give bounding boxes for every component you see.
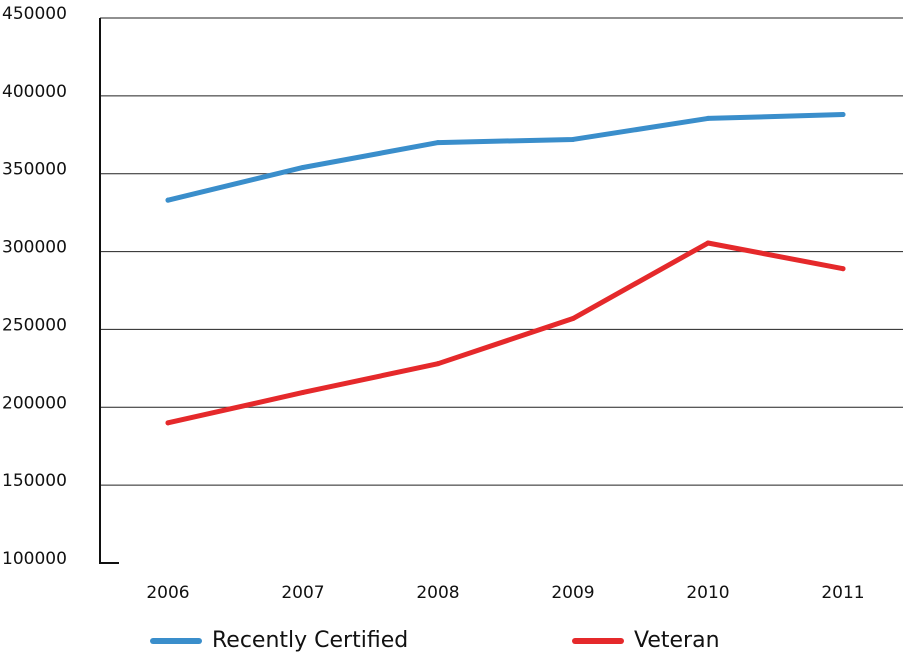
y-tick-label-100000: 100000 — [2, 549, 67, 569]
grid-lines — [100, 17, 903, 486]
data-point-recently-certified-2009 — [570, 136, 576, 142]
x-tick-label-2007: 2007 — [281, 583, 324, 600]
y-tick-label-200000: 200000 — [2, 393, 67, 413]
data-point-veteran-2010 — [705, 240, 711, 246]
y-tick-labels: 100000 150000 200000 250000 300000 350000 4000… — [2, 4, 67, 569]
data-point-recently-certified-2007 — [300, 164, 306, 170]
x-tick-label-2006: 2006 — [146, 583, 189, 600]
x-tick-label-2009: 2009 — [551, 583, 594, 600]
legend-label-recently-certified: Recently Certified — [212, 628, 409, 653]
x-tick-label-2010: 2010 — [686, 583, 729, 600]
data-point-recently-certified-2008 — [435, 140, 441, 146]
data-point-recently-certified-2010 — [705, 115, 711, 121]
data-point-veteran-2007 — [300, 389, 306, 395]
data-point-veteran-2006 — [165, 420, 171, 426]
legend-item-veteran: Veteran — [572, 628, 720, 653]
axes — [99, 18, 119, 564]
y-tick-label-400000: 400000 — [2, 82, 67, 102]
legend-item-recently-certified: Recently Certified — [150, 628, 408, 653]
series-line-recently-certified — [165, 112, 846, 203]
x-tick-labels: 2006 2007 2008 2009 2010 2011 — [146, 583, 864, 600]
legend-swatch-veteran — [572, 637, 624, 644]
data-point-recently-certified-2006 — [165, 197, 171, 203]
data-point-veteran-2011 — [840, 266, 846, 272]
y-tick-label-450000: 450000 — [2, 4, 67, 24]
series-line-veteran — [165, 240, 846, 426]
x-tick-label-2011: 2011 — [821, 583, 864, 600]
y-tick-label-250000: 250000 — [2, 315, 67, 335]
y-tick-label-350000: 350000 — [2, 160, 67, 180]
legend-label-veteran: Veteran — [634, 628, 720, 653]
data-point-recently-certified-2011 — [840, 112, 846, 118]
x-tick-label-2008: 2008 — [416, 583, 459, 600]
data-point-veteran-2009 — [570, 316, 576, 322]
y-tick-label-300000: 300000 — [2, 238, 67, 258]
series-lines — [165, 112, 846, 426]
y-tick-label-150000: 150000 — [2, 471, 67, 491]
data-point-veteran-2008 — [435, 361, 441, 367]
legend-swatch-recently-certified — [150, 637, 202, 644]
line-chart: 100000 150000 200000 250000 300000 350000 4000… — [2, 4, 903, 600]
